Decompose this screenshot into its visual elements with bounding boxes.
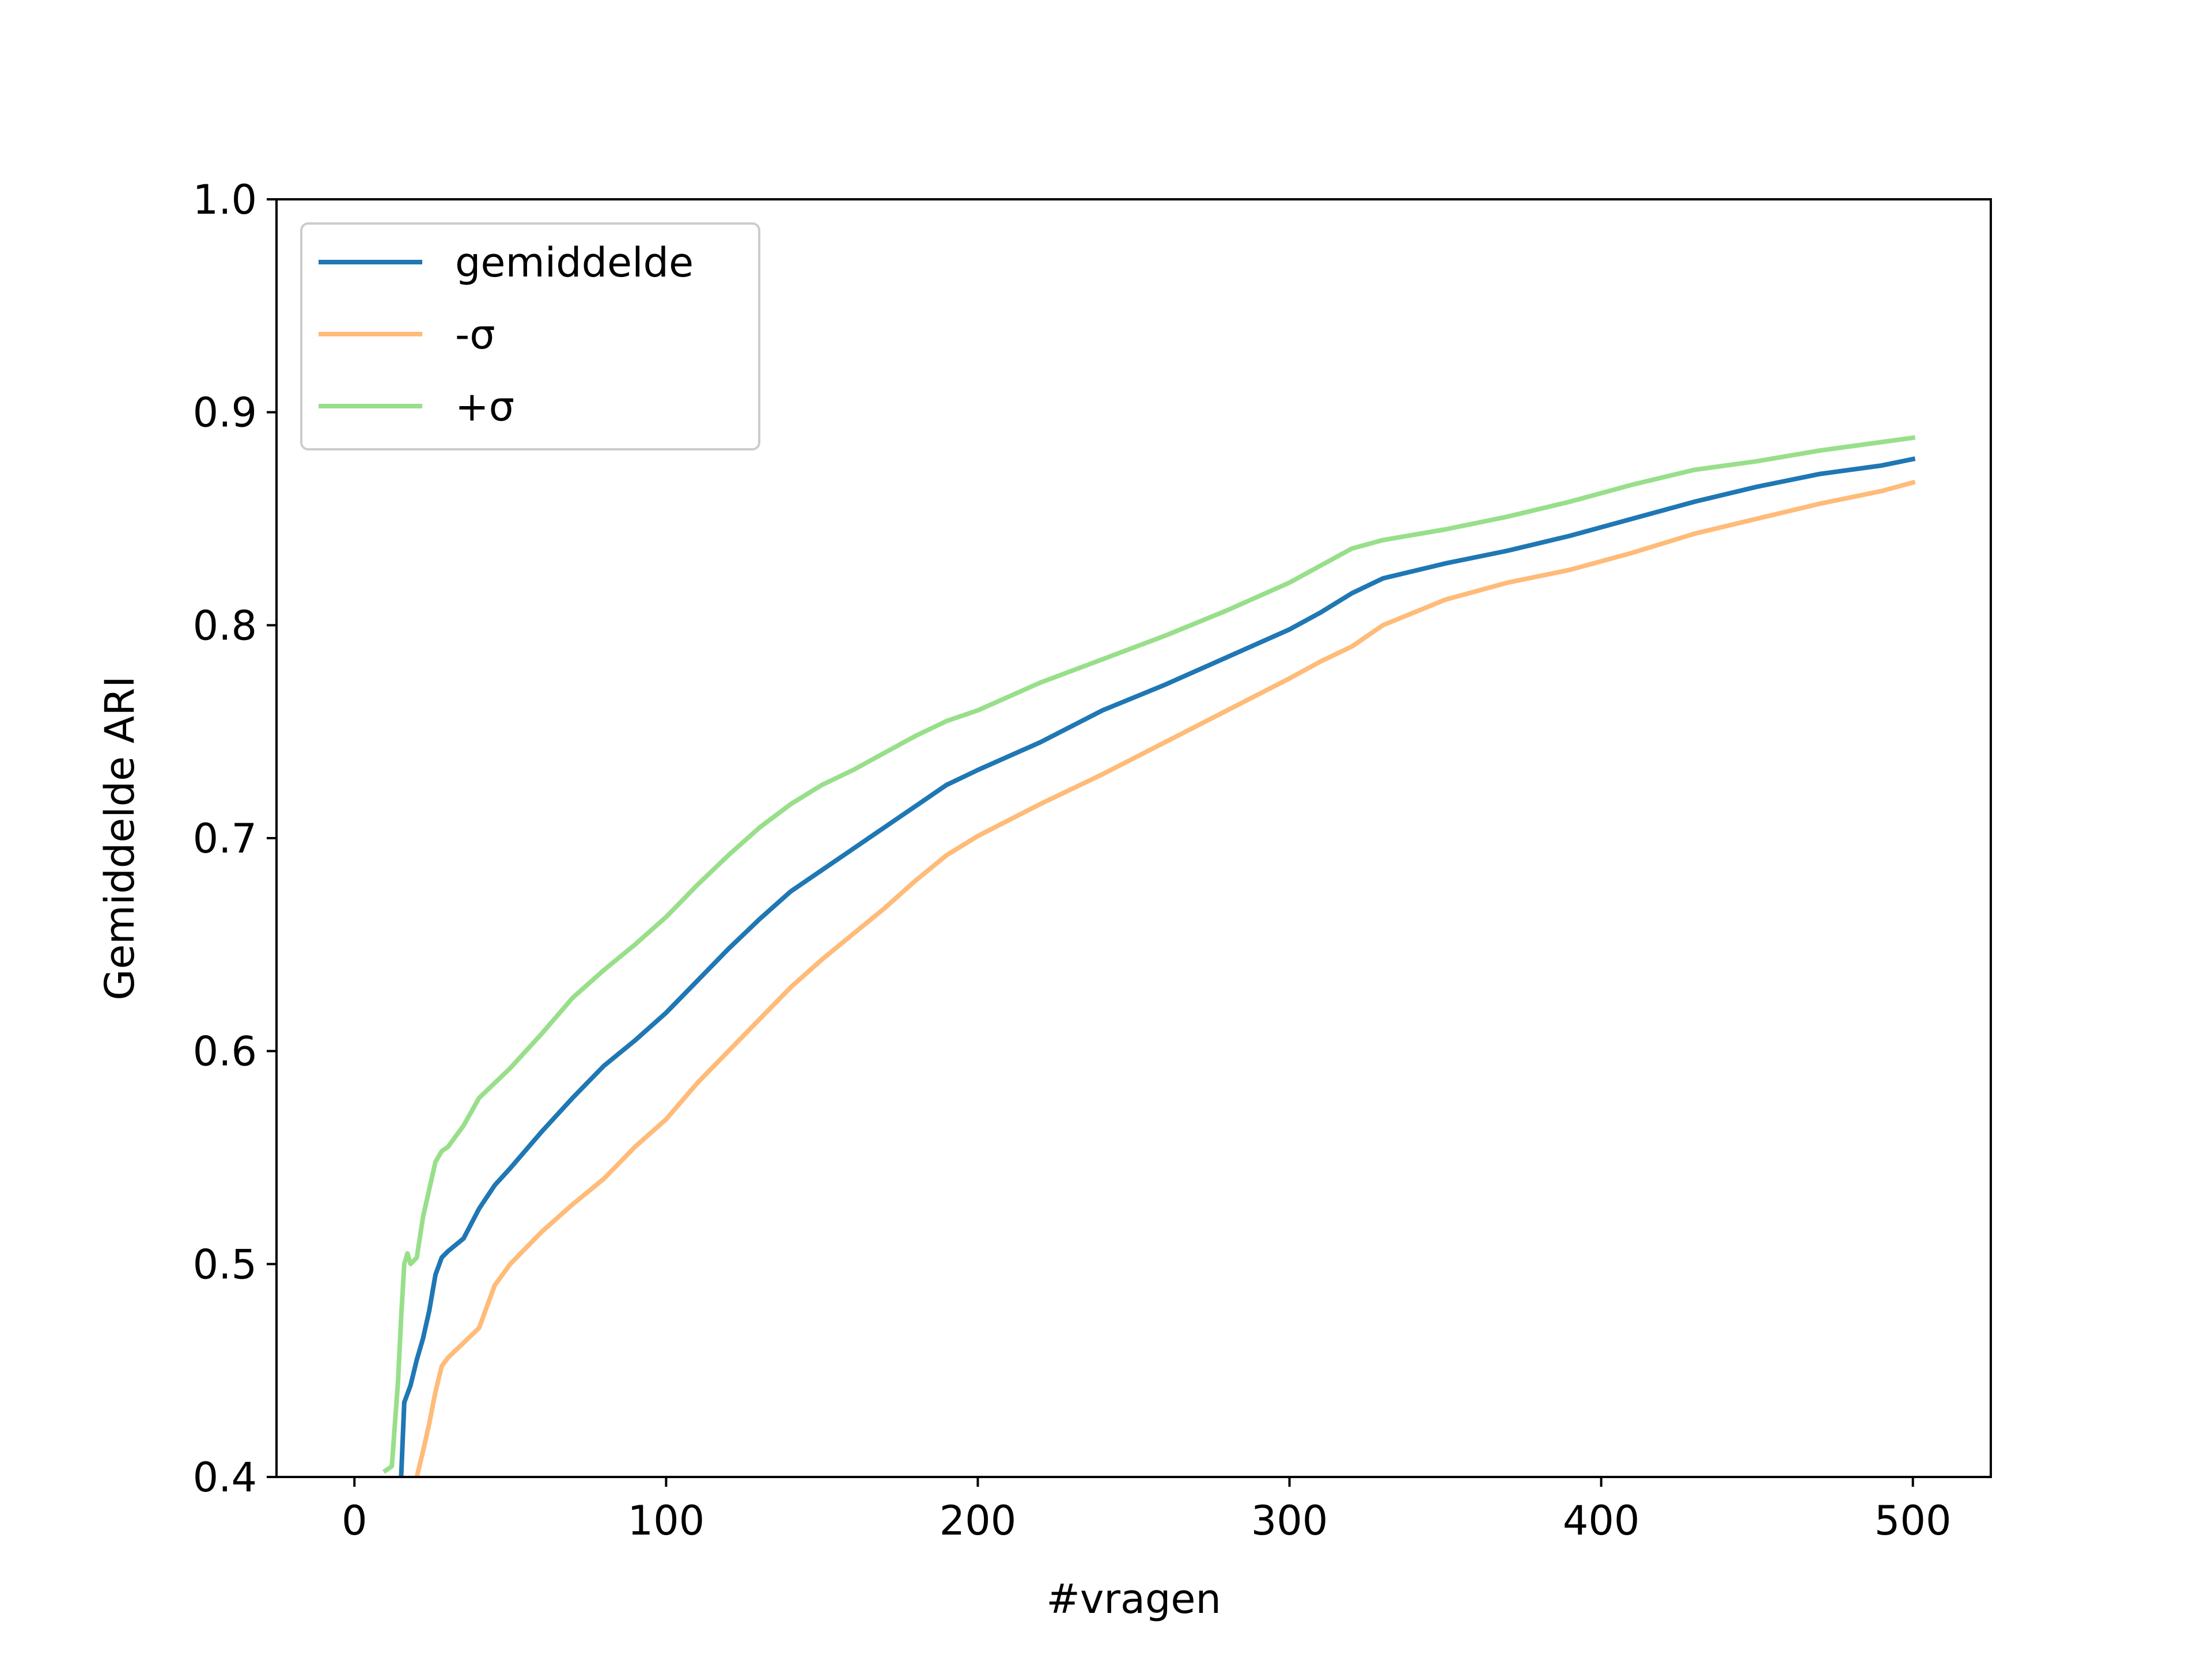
legend: gemiddelde -σ +σ: [300, 222, 760, 450]
series-line-1: [414, 479, 1916, 1477]
x-tick-label: 200: [940, 1497, 1017, 1544]
legend-label-2: +σ: [455, 383, 514, 430]
x-tick-label: 100: [628, 1497, 705, 1544]
y-tick-label: 1.0: [193, 176, 257, 224]
legend-label-1: -σ: [455, 311, 495, 358]
y-tick-label: 0.9: [193, 389, 257, 437]
series-line-2: [382, 435, 1916, 1474]
y-tick-label: 0.5: [193, 1241, 257, 1288]
legend-label-0: gemiddelde: [455, 239, 694, 286]
y-tick-label: 0.8: [193, 602, 257, 649]
y-tick-label: 0.6: [193, 1028, 257, 1075]
y-axis-label: Gemiddelde ARI: [96, 676, 143, 1000]
y-tick-label: 0.4: [193, 1454, 257, 1501]
series-line-0: [399, 456, 1916, 1477]
series-layer: [382, 435, 1916, 1477]
legend-box: [300, 222, 760, 450]
x-tick-label: 400: [1563, 1497, 1640, 1544]
x-tick-label: 300: [1251, 1497, 1328, 1544]
x-axis-label: #vragen: [1046, 1575, 1221, 1623]
x-tick-label: 0: [342, 1497, 368, 1544]
x-tick-label: 500: [1874, 1497, 1952, 1544]
ticks-layer: 0 100 200 300 400 500 0.4 0.5 0.6 0.7 0.8 0.9 1.0: [193, 176, 1952, 1544]
y-tick-label: 0.7: [193, 815, 257, 862]
